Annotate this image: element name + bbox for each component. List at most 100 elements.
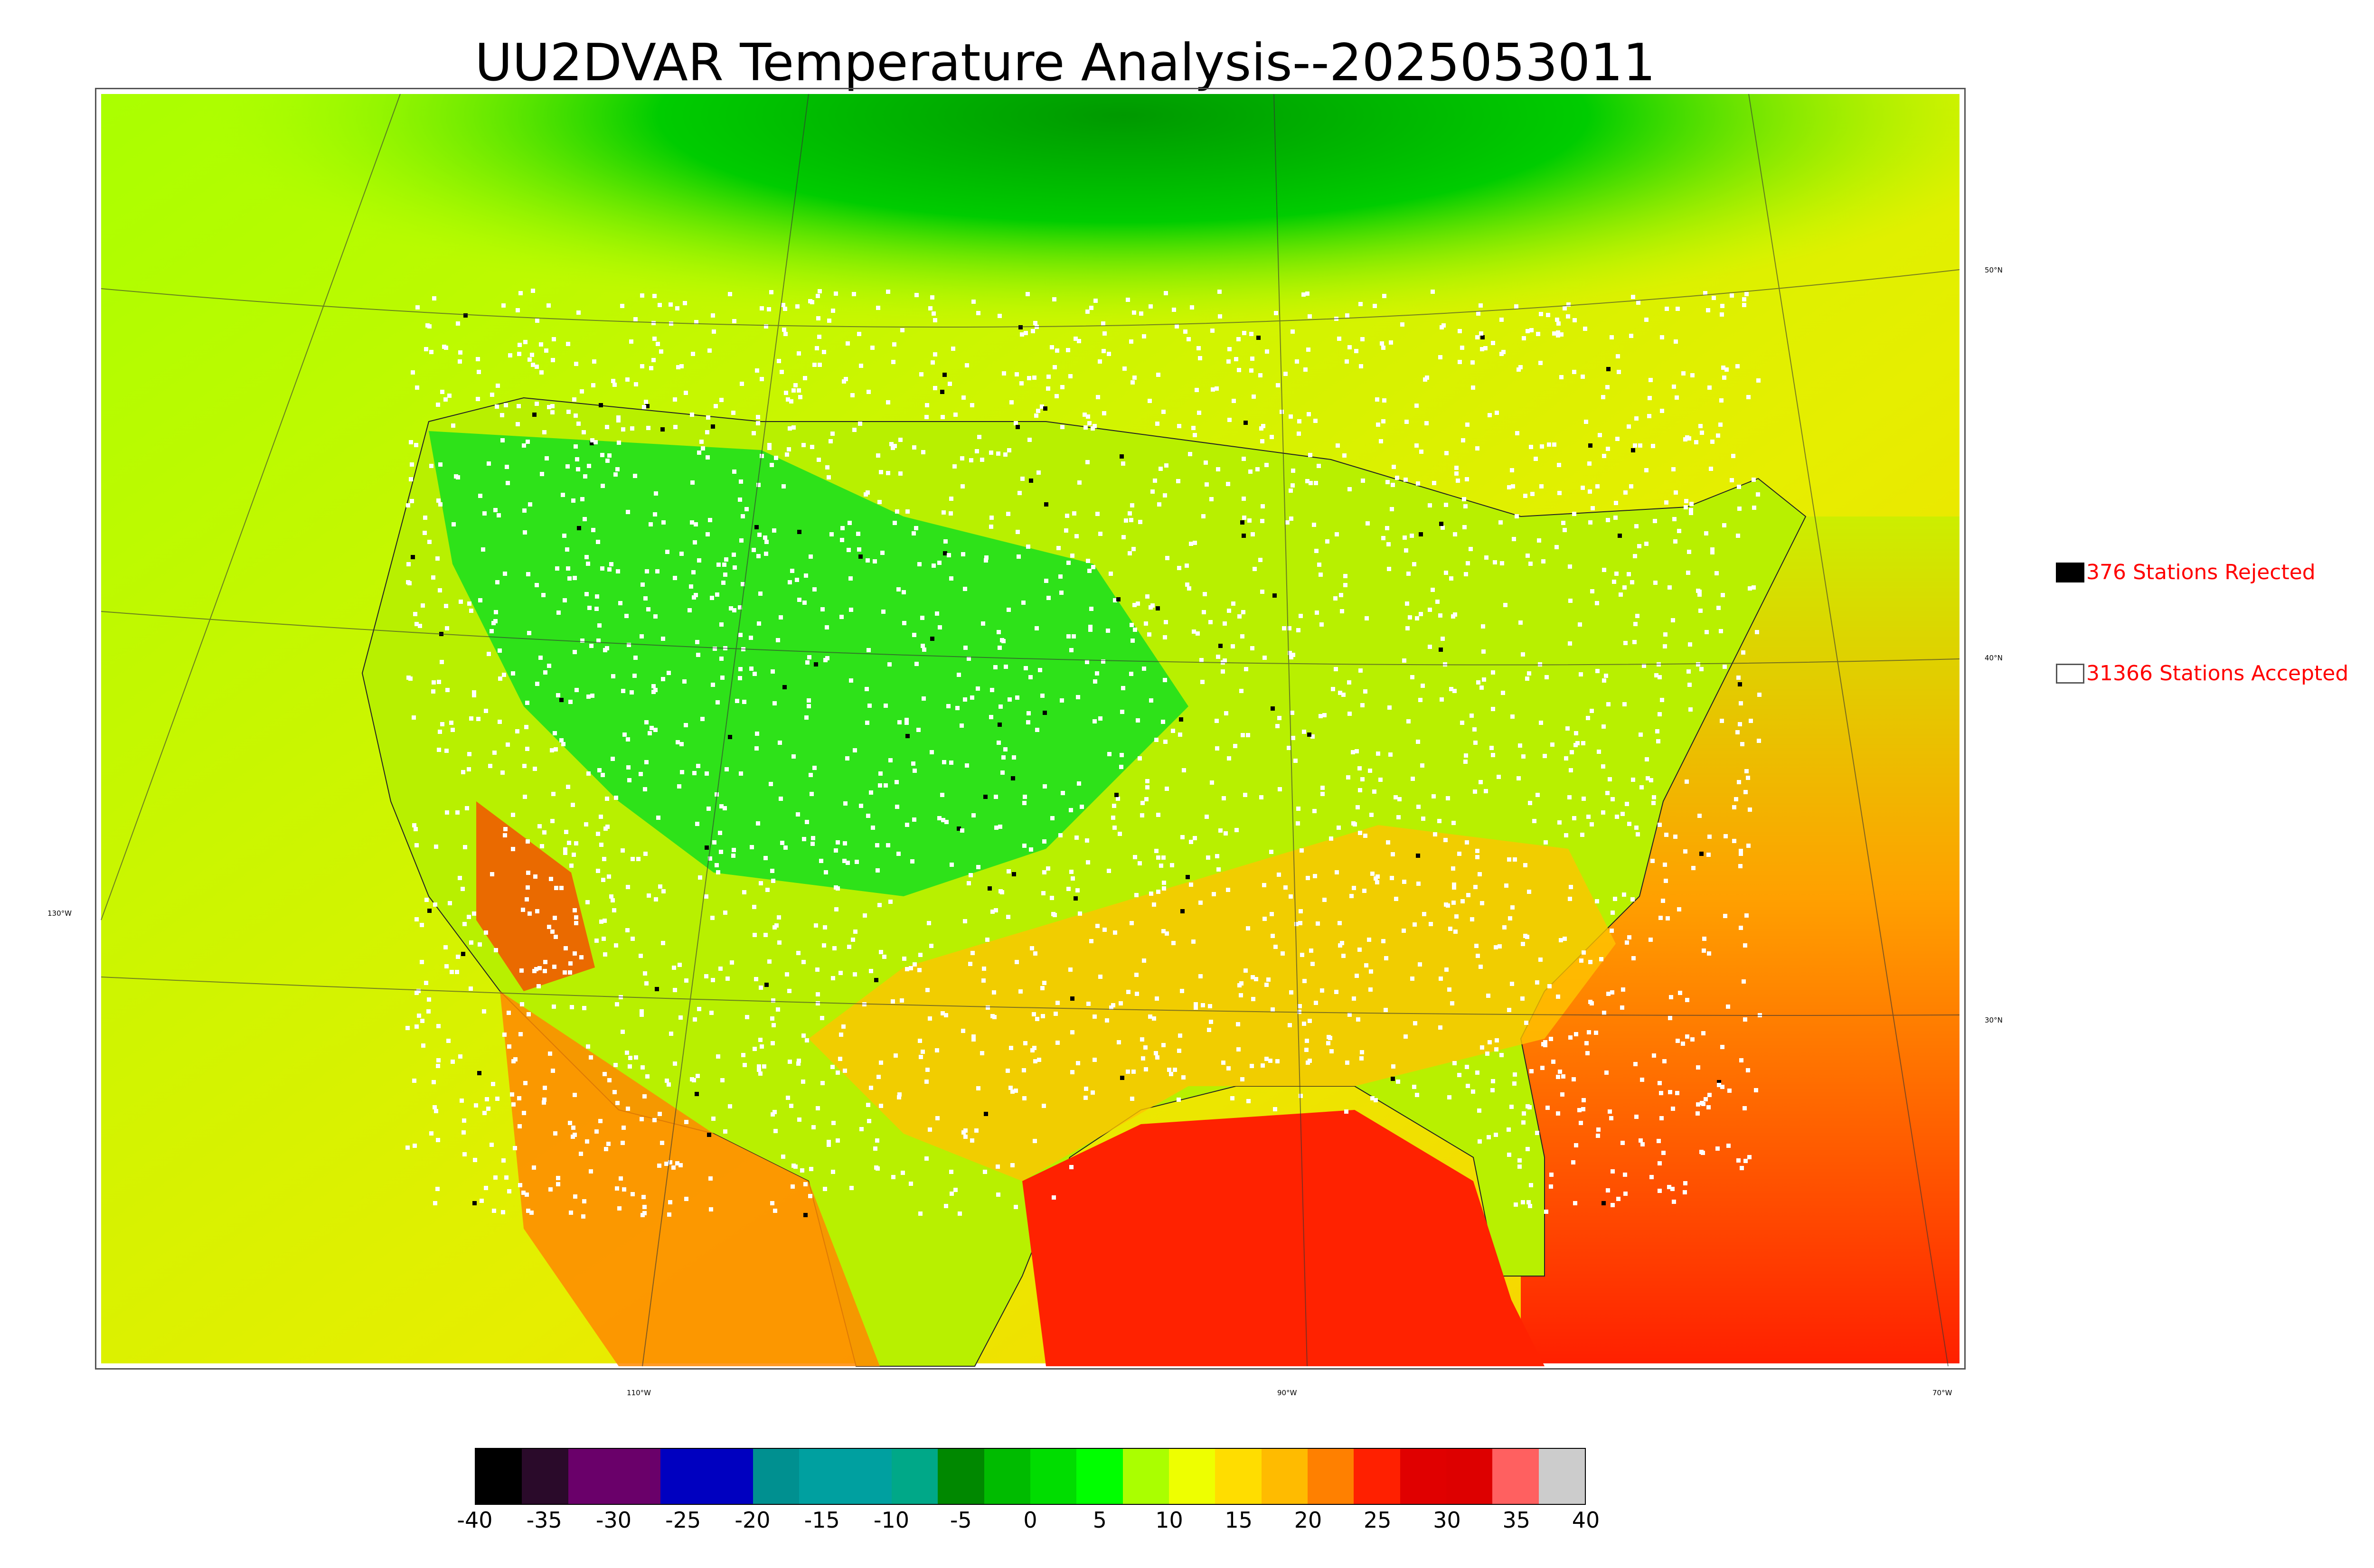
station-marker <box>1707 385 1712 390</box>
station-marker <box>1044 579 1048 583</box>
station-marker <box>496 384 500 388</box>
station-marker <box>1264 463 1269 467</box>
station-marker <box>1261 424 1265 428</box>
station-marker <box>636 857 641 861</box>
station-marker <box>1148 399 1152 403</box>
station-marker <box>1567 795 1572 799</box>
station-marker <box>1752 478 1756 482</box>
station-marker <box>704 894 708 899</box>
station-marker <box>1305 1039 1309 1043</box>
station-marker <box>723 911 727 915</box>
station-marker <box>1539 721 1543 725</box>
station-marker <box>989 516 994 520</box>
station-marker <box>730 960 734 965</box>
station-marker <box>709 1207 713 1211</box>
station-marker <box>1384 1008 1388 1012</box>
station-marker <box>968 962 972 966</box>
station-marker <box>898 438 903 442</box>
station-marker <box>511 1102 516 1107</box>
station-marker <box>1015 372 1019 376</box>
station-marker <box>1126 298 1130 302</box>
station-marker <box>1555 318 1559 322</box>
station-marker <box>818 289 822 293</box>
station-marker <box>779 615 783 620</box>
station-marker <box>1273 1107 1277 1111</box>
station-marker <box>1597 750 1601 754</box>
station-marker <box>1305 291 1309 296</box>
station-marker <box>462 1130 466 1135</box>
station-marker <box>928 1016 932 1021</box>
station-marker <box>1660 409 1664 413</box>
station-marker <box>913 962 917 967</box>
station-marker <box>1355 749 1359 753</box>
station-marker <box>1066 348 1070 352</box>
station-marker <box>1498 520 1503 525</box>
station-marker <box>858 422 862 426</box>
station-marker <box>1043 406 1047 411</box>
station-marker <box>809 554 813 559</box>
station-marker <box>1258 558 1262 562</box>
station-marker <box>1675 1091 1679 1095</box>
station-marker <box>1142 667 1146 671</box>
station-marker <box>1724 367 1729 372</box>
station-marker <box>928 306 933 310</box>
station-marker <box>611 898 615 902</box>
station-marker <box>616 569 620 573</box>
station-marker <box>639 954 643 958</box>
station-marker <box>1058 833 1063 837</box>
station-marker <box>783 845 788 850</box>
station-marker <box>1069 648 1074 652</box>
station-marker <box>1404 1034 1408 1039</box>
station-marker <box>1130 921 1134 925</box>
station-marker <box>630 426 634 431</box>
station-marker <box>633 474 637 478</box>
station-marker <box>733 565 737 570</box>
station-marker <box>451 1060 455 1064</box>
station-marker <box>1688 642 1692 647</box>
station-marker <box>797 1059 801 1063</box>
station-marker <box>1134 973 1139 977</box>
station-marker <box>1141 1056 1145 1061</box>
station-marker <box>495 404 499 409</box>
station-marker <box>1470 714 1474 718</box>
station-marker <box>1634 524 1639 528</box>
station-marker <box>1272 593 1277 598</box>
station-marker <box>678 1015 683 1020</box>
station-marker <box>415 622 419 626</box>
station-marker <box>524 725 528 729</box>
station-marker <box>1726 1005 1730 1009</box>
station-marker <box>1701 1102 1705 1106</box>
station-marker <box>547 925 551 929</box>
station-marker <box>706 532 710 536</box>
station-marker <box>1093 719 1097 723</box>
station-marker <box>1559 938 1563 942</box>
station-marker <box>897 1092 902 1097</box>
station-marker <box>1446 903 1450 908</box>
station-marker <box>1088 625 1093 629</box>
station-marker <box>1520 996 1525 1001</box>
station-marker <box>586 1044 590 1049</box>
station-marker <box>1356 805 1360 809</box>
station-marker <box>594 939 599 943</box>
station-marker <box>1481 624 1485 629</box>
station-marker <box>878 783 882 788</box>
station-marker <box>1690 373 1695 377</box>
station-marker <box>1584 1041 1589 1045</box>
station-marker <box>1540 444 1544 449</box>
station-marker <box>1033 951 1037 956</box>
station-marker <box>1631 778 1635 782</box>
station-marker <box>1631 956 1636 960</box>
station-marker <box>1093 1058 1097 1062</box>
station-marker <box>1649 378 1653 382</box>
station-marker <box>1317 464 1321 468</box>
station-marker <box>581 1214 585 1219</box>
station-marker <box>1664 500 1668 505</box>
station-marker <box>1748 807 1752 812</box>
station-marker <box>812 363 817 367</box>
station-marker <box>652 337 657 341</box>
station-marker <box>935 1116 940 1120</box>
station-marker <box>642 405 646 409</box>
station-marker <box>1083 413 1087 417</box>
station-marker <box>1306 1061 1310 1065</box>
station-marker <box>1514 1202 1518 1207</box>
